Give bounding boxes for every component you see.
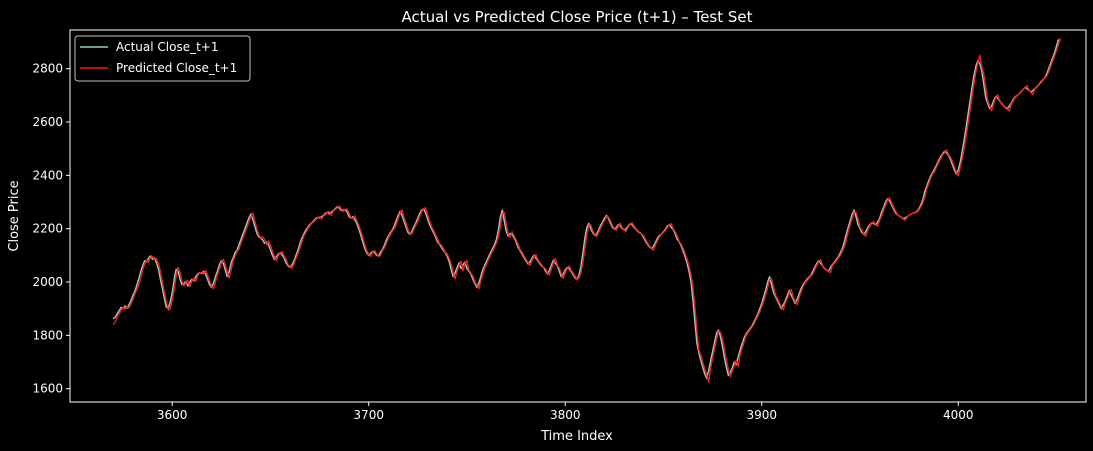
- series-lines: [112, 37, 1062, 383]
- y-tick-label: 1600: [32, 382, 63, 396]
- x-axis-label: Time Index: [540, 429, 613, 444]
- legend-box: [74, 35, 251, 82]
- x-tick-label: 3700: [353, 408, 384, 422]
- x-axis: 3600 3700 3800 3900 4000: [157, 402, 974, 422]
- axes-frame: [69, 29, 1087, 403]
- legend-label-predicted: Predicted Close_t+1: [116, 61, 237, 75]
- legend: Actual Close_t+1 Predicted Close_t+1: [74, 35, 251, 82]
- x-tick-label: 3800: [550, 408, 581, 422]
- x-tick-label: 4000: [943, 408, 974, 422]
- y-tick-label: 1800: [32, 328, 63, 342]
- y-tick-label: 2200: [32, 222, 63, 236]
- predicted-close-line: [112, 37, 1062, 383]
- chart-title: Actual vs Predicted Close Price (t+1) – …: [401, 8, 752, 26]
- y-tick-label: 2000: [32, 275, 63, 289]
- x-tick-label: 3900: [746, 408, 777, 422]
- y-tick-label: 2600: [32, 115, 63, 129]
- y-axis-label: Close Price: [7, 180, 22, 251]
- y-tick-label: 2400: [32, 168, 63, 182]
- x-tick-label: 3600: [157, 408, 188, 422]
- plot-area: [69, 29, 1087, 403]
- legend-label-actual: Actual Close_t+1: [116, 40, 219, 54]
- y-axis: 1600 1800 2000 2200 2400 2600 2800: [32, 62, 70, 396]
- y-tick-label: 2800: [32, 62, 63, 76]
